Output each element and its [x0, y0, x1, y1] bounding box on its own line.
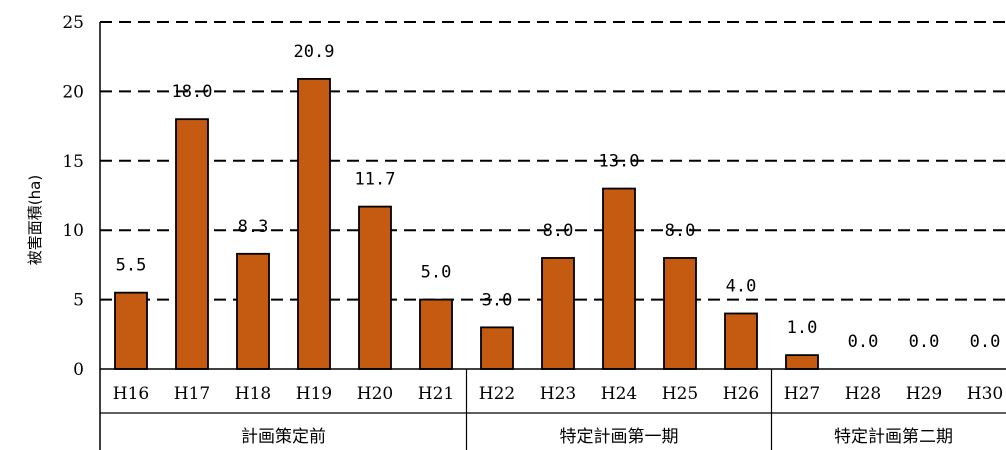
- group-label: 特定計画第二期: [834, 427, 953, 447]
- bar: [663, 257, 697, 370]
- data-label: 20.9: [294, 42, 335, 62]
- data-label: 4.0: [726, 276, 757, 296]
- y-tick-label: 0: [73, 360, 84, 380]
- category-label: H28: [845, 384, 881, 404]
- data-label: 1.0: [787, 318, 818, 338]
- bar: [114, 291, 148, 370]
- category-label: H21: [418, 384, 454, 404]
- bar: [175, 118, 209, 370]
- axes: [99, 22, 1006, 450]
- y-tick-label: 10: [62, 221, 84, 241]
- bar: [541, 257, 575, 370]
- category-label: H16: [113, 384, 149, 404]
- y-axis-title: 被害面積(ha): [26, 175, 44, 265]
- y-tick-label: 20: [62, 82, 84, 102]
- data-label: 8.0: [665, 221, 696, 241]
- category-label: H24: [601, 384, 637, 404]
- bars: [114, 78, 819, 370]
- data-label: 8.0: [543, 221, 574, 241]
- category-label: H25: [662, 384, 698, 404]
- bar: [724, 312, 758, 370]
- group-label: 計画策定前: [241, 427, 326, 447]
- bar: [297, 78, 331, 370]
- category-label: H19: [296, 384, 332, 404]
- data-label: 8.3: [238, 217, 269, 237]
- data-label: 3.0: [482, 290, 513, 310]
- data-label: 5.5: [116, 256, 147, 276]
- data-label: 18.0: [172, 82, 213, 102]
- labels: 0 5 10 15 20 25 計画策定前 特定計画第一期 特定計画第二期 5.5 H16 18.0 H…: [62, 13, 1003, 447]
- data-label: 11.7: [355, 170, 396, 190]
- data-label: 5.0: [421, 263, 452, 283]
- data-label: 0.0: [909, 332, 940, 352]
- category-label: H18: [235, 384, 271, 404]
- bar: [358, 205, 392, 370]
- bar: [236, 252, 270, 370]
- data-label: 0.0: [848, 332, 879, 352]
- category-label: H26: [723, 384, 759, 404]
- bar: [602, 187, 636, 370]
- group-label: 特定計画第一期: [560, 427, 679, 447]
- data-label: 0.0: [970, 332, 1001, 352]
- bar: [785, 354, 819, 370]
- bar: [419, 298, 453, 370]
- category-label: H22: [479, 384, 515, 404]
- category-label: H30: [967, 384, 1003, 404]
- y-tick-label: 15: [62, 152, 84, 172]
- category-label: H20: [357, 384, 393, 404]
- category-label: H27: [784, 384, 820, 404]
- bar: [480, 326, 514, 370]
- category-label: H23: [540, 384, 576, 404]
- y-tick-label: 5: [73, 291, 84, 311]
- data-label: 13.0: [599, 152, 640, 172]
- y-tick-label: 25: [62, 13, 84, 33]
- category-label: H29: [906, 384, 942, 404]
- category-label: H17: [174, 384, 210, 404]
